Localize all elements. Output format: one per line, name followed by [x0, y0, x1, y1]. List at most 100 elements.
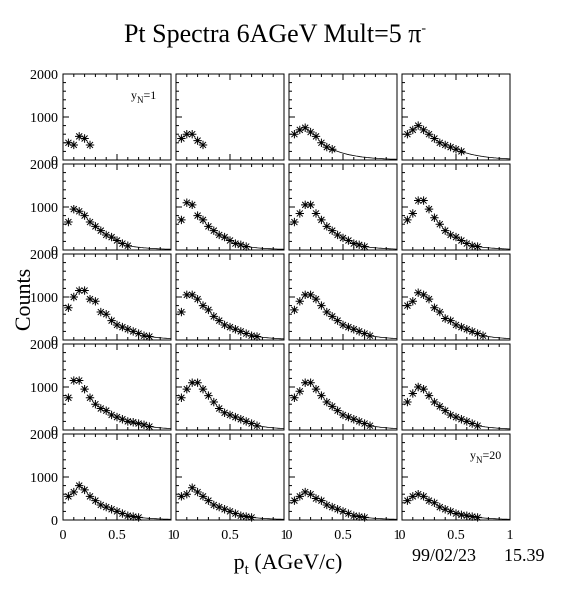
data-point: [209, 312, 218, 321]
data-point: [64, 138, 73, 147]
data-point: [403, 301, 412, 310]
data-point: [419, 196, 428, 205]
data-point: [85, 393, 95, 402]
panel: [288, 163, 398, 251]
data-point: [85, 140, 95, 150]
panel: [288, 343, 398, 431]
data-point: [446, 507, 455, 516]
data-point: [85, 294, 95, 304]
data-point: [139, 331, 149, 340]
data-point: [311, 384, 321, 394]
panel: [175, 163, 285, 251]
data-point: [252, 332, 262, 341]
data-point: [204, 222, 213, 231]
fit-curve: [477, 246, 510, 250]
data-point: [247, 419, 256, 428]
data-point: [193, 211, 202, 220]
x-tick-label: 0: [286, 528, 293, 543]
fit-curve: [138, 517, 171, 520]
data-point: [112, 507, 122, 516]
y-tick-label: 1000: [30, 381, 58, 396]
data-point: [301, 200, 310, 210]
data-point: [225, 507, 235, 516]
data-point: [236, 415, 245, 424]
data-point: [419, 125, 428, 135]
data-point: [290, 496, 299, 505]
fit-curve: [256, 336, 285, 340]
panel-label: yN=1: [131, 88, 156, 105]
y-tick-label: 0: [51, 424, 58, 439]
data-point: [317, 138, 326, 147]
data-point: [408, 492, 417, 501]
data-point: [198, 492, 208, 501]
data-point: [462, 325, 471, 334]
data-point: [145, 422, 154, 431]
data-point: [430, 498, 439, 507]
data-point: [182, 490, 191, 499]
data-point: [129, 512, 138, 521]
data-point: [419, 290, 428, 300]
y-tick-label: 1000: [30, 291, 58, 306]
data-point: [446, 410, 455, 420]
data-point: [328, 226, 337, 235]
data-point: [457, 415, 466, 424]
fit-curve: [364, 517, 397, 520]
data-point: [457, 322, 466, 332]
data-point: [403, 496, 412, 505]
data-point: [112, 236, 122, 245]
data-point: [188, 290, 197, 300]
data-point: [220, 320, 229, 330]
data-point: [322, 307, 331, 317]
data-point: [96, 404, 105, 413]
data-point: [236, 327, 245, 336]
data-point: [462, 239, 471, 248]
data-point: [112, 320, 122, 330]
data-point: [414, 490, 423, 499]
panel: 0 1000 2000: [30, 158, 172, 259]
data-point: [328, 145, 337, 154]
data-point: [215, 230, 224, 240]
data-point: [102, 230, 111, 240]
data-point: [451, 412, 461, 422]
data-point: [91, 400, 100, 409]
x-tick-label: 0.5: [447, 528, 465, 543]
data-point: [311, 294, 321, 304]
data-point: [441, 314, 450, 323]
data-point: [301, 123, 310, 132]
data-point: [430, 397, 439, 407]
data-point: [403, 397, 412, 407]
y-tick-label: 0: [51, 244, 58, 259]
fit-curve: [149, 426, 171, 429]
data-point: [193, 294, 202, 304]
data-point: [193, 487, 202, 497]
x-axis-label: pt (AGeV/c): [234, 549, 343, 578]
data-point: [468, 327, 477, 336]
data-point: [193, 378, 202, 387]
panel: 0 1000 2000 yN=1: [30, 68, 172, 169]
data-point: [414, 196, 423, 205]
data-point: [414, 288, 423, 297]
data-point: [403, 130, 412, 139]
data-point: [446, 230, 455, 240]
data-point: [311, 209, 321, 218]
panel: 0 0.5 1: [286, 433, 401, 543]
y-tick-label: 1000: [30, 201, 58, 216]
data-point: [242, 329, 251, 338]
data-point: [107, 410, 116, 420]
data-point: [85, 217, 95, 227]
data-point: [209, 500, 218, 510]
data-point: [473, 242, 482, 251]
data-point: [193, 136, 202, 145]
panel-frame: [175, 433, 285, 521]
data-point: [188, 200, 197, 210]
x-tick-label: 1: [507, 528, 514, 543]
data-point: [344, 509, 353, 518]
data-point: [441, 226, 450, 235]
data-point: [129, 418, 138, 427]
data-point: [468, 241, 477, 250]
data-point: [231, 509, 240, 518]
data-point: [107, 316, 116, 325]
data-point: [80, 134, 89, 143]
data-point: [75, 207, 84, 216]
data-point: [360, 329, 369, 338]
